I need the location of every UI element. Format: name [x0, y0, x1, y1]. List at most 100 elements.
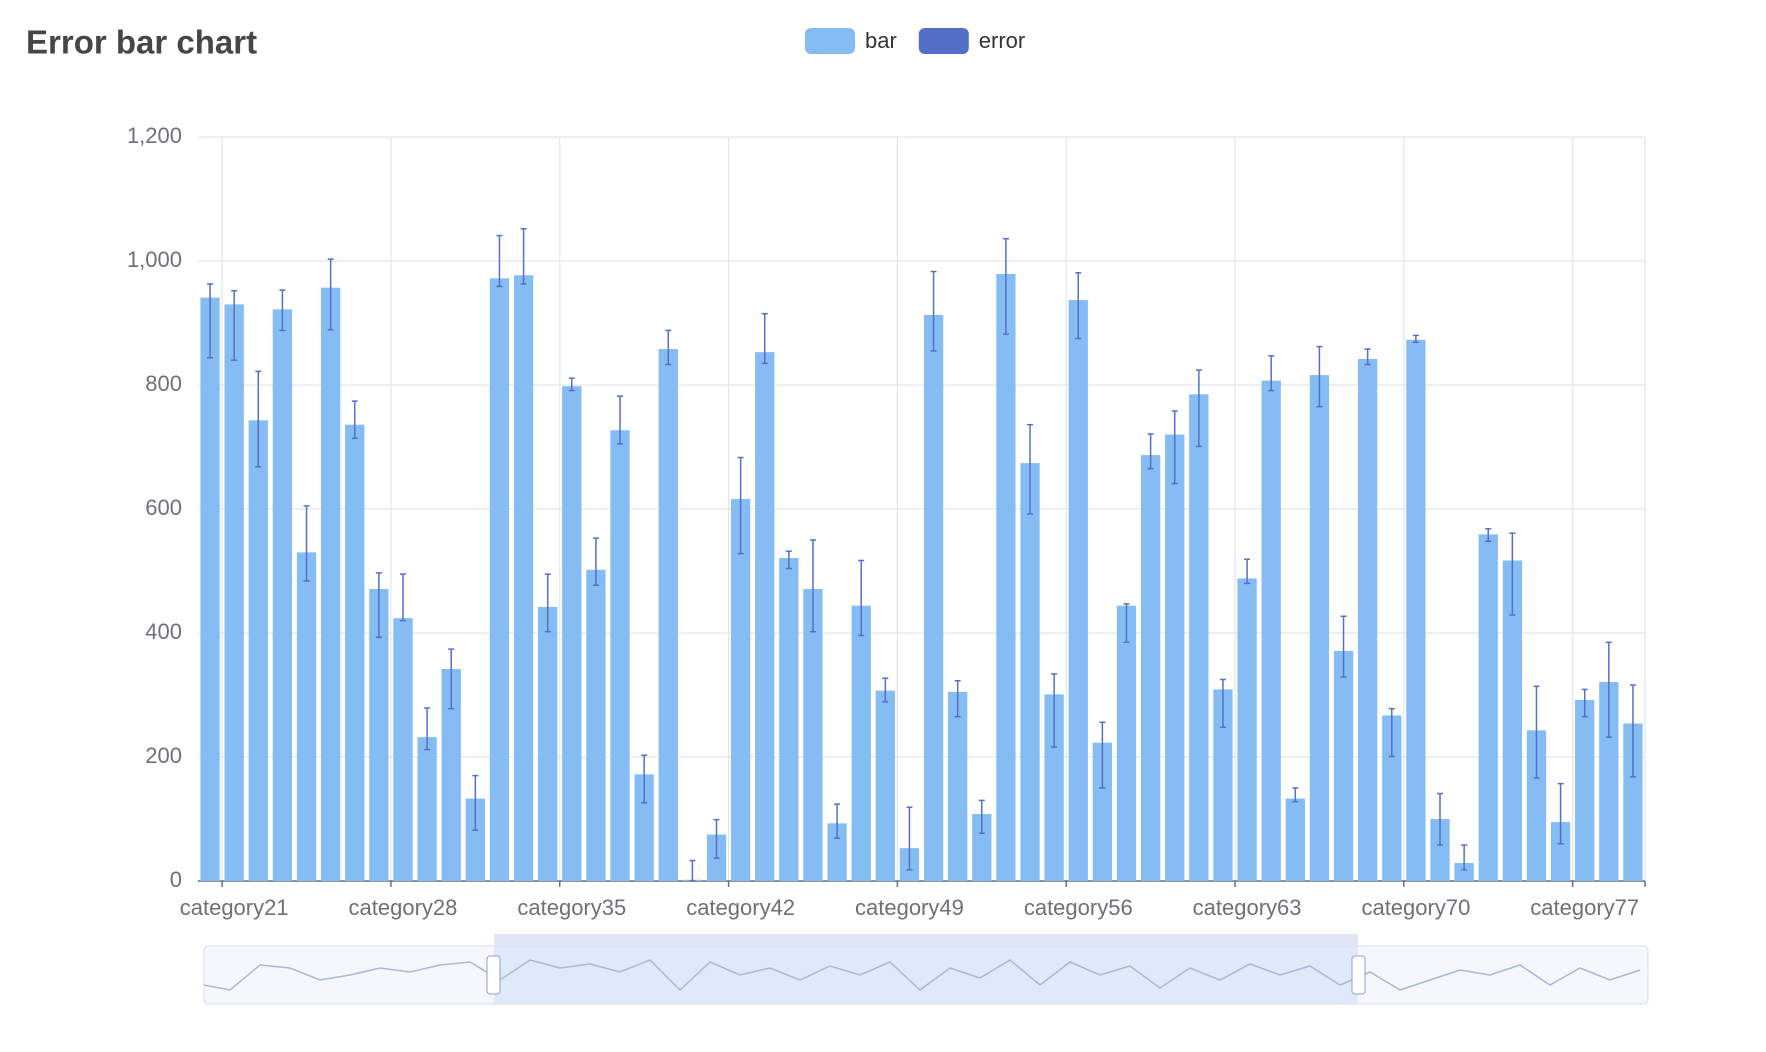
error-bar: [1268, 355, 1275, 392]
error-bar: [834, 803, 841, 839]
error-bar: [1027, 423, 1034, 515]
bar: [513, 275, 534, 881]
error-bar: [1533, 685, 1540, 779]
legend-swatch: [918, 28, 969, 54]
x-tick-label: category35: [517, 895, 626, 920]
error-bar: [1147, 433, 1154, 470]
error-bar: [303, 505, 310, 582]
bar: [996, 274, 1016, 881]
bar: [1068, 300, 1088, 881]
zoom-bar[interactable]: [494, 934, 1358, 946]
error-bar: [882, 677, 889, 703]
bar: [1382, 715, 1402, 881]
bar: [1020, 463, 1040, 881]
bar: [1309, 375, 1330, 881]
x-tick-label: category28: [349, 895, 458, 920]
x-tick-label: category77: [1530, 895, 1639, 920]
error-bar: [1219, 678, 1226, 728]
x-tick-label: category56: [1024, 895, 1133, 920]
error-bar: [1051, 673, 1058, 748]
error-bar: [327, 258, 334, 331]
error-bar: [1002, 237, 1009, 335]
error-bar: [520, 228, 527, 285]
x-tick-label: category21: [180, 895, 289, 920]
error-bar: [906, 806, 913, 871]
error-bar: [279, 289, 286, 332]
bar: [923, 314, 944, 881]
error-bar: [255, 370, 262, 468]
zoom-handle-left[interactable]: [486, 955, 501, 995]
y-tick-label: 200: [145, 743, 182, 768]
bar: [586, 569, 606, 881]
chart-title: Error bar chart: [26, 24, 257, 61]
error-bar: [617, 395, 624, 445]
error-bar: [1340, 615, 1347, 678]
error-bar: [1316, 345, 1323, 408]
error-bar: [761, 312, 768, 365]
error-bar: [665, 329, 672, 366]
error-bar: [1195, 369, 1202, 448]
error-bar: [568, 377, 575, 392]
error-bar: [713, 818, 720, 859]
error-bar: [1629, 684, 1636, 778]
y-tick-label: 600: [145, 495, 182, 520]
error-bar: [785, 550, 792, 570]
error-bar: [472, 774, 479, 831]
error-bar: [1171, 410, 1178, 485]
bar: [851, 605, 871, 881]
bar: [441, 668, 461, 881]
bar: [658, 349, 678, 881]
error-bar: [954, 679, 961, 718]
bar: [755, 352, 775, 881]
data-zoom[interactable]: [203, 934, 1649, 1005]
bar: [1044, 694, 1064, 881]
zoom-preview: [203, 959, 1641, 992]
bar: [1502, 560, 1523, 881]
bar: [1575, 699, 1595, 881]
x-tick-label: category70: [1361, 895, 1470, 920]
bar: [875, 690, 895, 881]
bar: [948, 691, 968, 881]
bar: [610, 430, 630, 881]
bar: [1261, 380, 1281, 881]
x-tick-label: category42: [686, 895, 795, 920]
error-bar: [424, 707, 431, 751]
zoom-handle-right[interactable]: [1351, 955, 1366, 995]
bar: [1237, 578, 1257, 881]
error-bar: [641, 754, 648, 804]
error-bar: [1075, 272, 1082, 340]
error-bar: [1412, 334, 1419, 343]
error-bar: [1437, 792, 1444, 846]
bar: [1430, 819, 1450, 881]
error-bar: [1461, 844, 1468, 871]
bar: [1140, 455, 1161, 881]
error-bar: [689, 859, 696, 882]
error-bar: [930, 270, 937, 352]
bar: [369, 588, 389, 881]
bar: [1189, 394, 1209, 881]
legend-swatch: [805, 28, 855, 54]
error-bar: [1292, 787, 1299, 803]
error-bar: [1388, 707, 1395, 758]
zoom-window[interactable]: [494, 946, 1358, 1004]
bar: [634, 774, 654, 881]
bar: [1454, 863, 1474, 881]
bar: [779, 557, 799, 881]
error-bar: [231, 290, 238, 361]
error-bar: [1123, 603, 1130, 644]
error-bar: [448, 648, 455, 710]
bar: [1358, 358, 1378, 882]
error-bar: [496, 234, 503, 288]
error-bar: [1605, 641, 1612, 738]
bar: [730, 499, 751, 881]
error-bar: [1485, 528, 1492, 542]
bar: [489, 278, 510, 881]
error-bar: [375, 572, 382, 639]
bar: [320, 287, 341, 881]
legend-label: bar: [865, 28, 897, 53]
x-tick-label: category49: [855, 895, 964, 920]
bar: [1285, 798, 1305, 881]
bar: [827, 823, 847, 881]
error-bar: [592, 537, 599, 587]
